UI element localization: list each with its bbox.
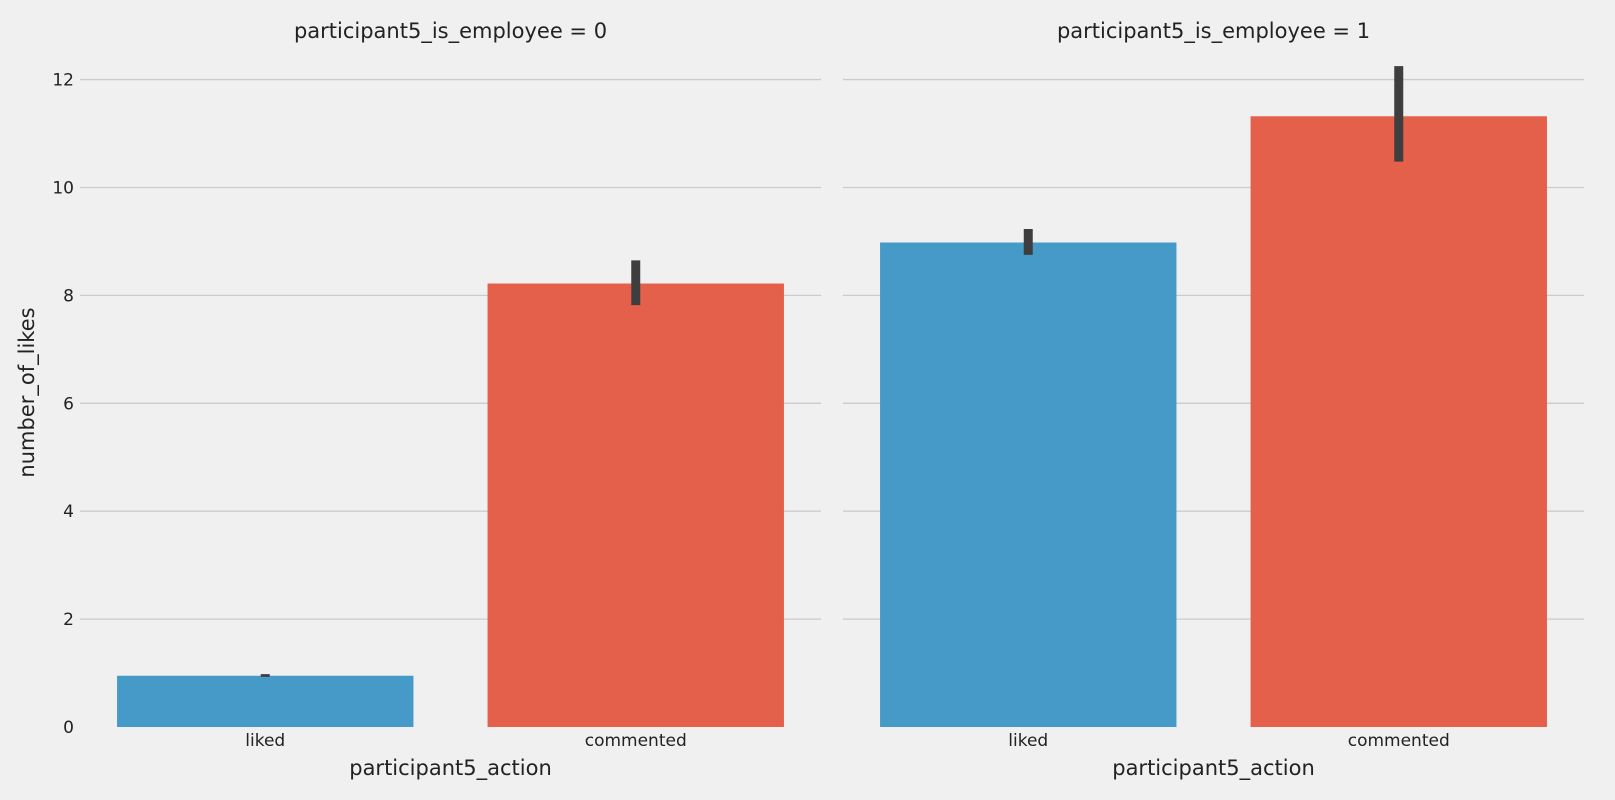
panel-title: participant5_is_employee = 0 xyxy=(294,19,607,44)
bar-commented xyxy=(1250,116,1547,727)
panel-title: participant5_is_employee = 1 xyxy=(1057,19,1370,44)
bar-liked xyxy=(880,242,1177,727)
labels-layer: 0 2 4 6 8 10 12 participant5_is_employee = 0 par… xyxy=(52,19,1449,781)
y-tick-label: 2 xyxy=(63,610,74,630)
bars-layer xyxy=(117,66,1547,727)
bar-commented xyxy=(487,283,784,727)
x-tick-label: commented xyxy=(1348,731,1450,751)
y-tick-label: 6 xyxy=(63,394,74,414)
y-tick-label: 12 xyxy=(52,71,74,91)
x-axis-title: participant5_action xyxy=(349,756,552,781)
y-axis-title: number_of_likes xyxy=(15,307,40,477)
x-axis-title: participant5_action xyxy=(1112,756,1315,781)
y-tick-label: 8 xyxy=(63,286,74,306)
bar-liked xyxy=(117,675,414,727)
x-tick-label: commented xyxy=(585,731,687,751)
x-tick-label: liked xyxy=(1008,731,1048,751)
y-tick-label: 4 xyxy=(63,502,74,522)
y-tick-label: 10 xyxy=(52,178,74,198)
y-tick-label: 0 xyxy=(63,718,74,738)
x-tick-label: liked xyxy=(245,731,285,751)
